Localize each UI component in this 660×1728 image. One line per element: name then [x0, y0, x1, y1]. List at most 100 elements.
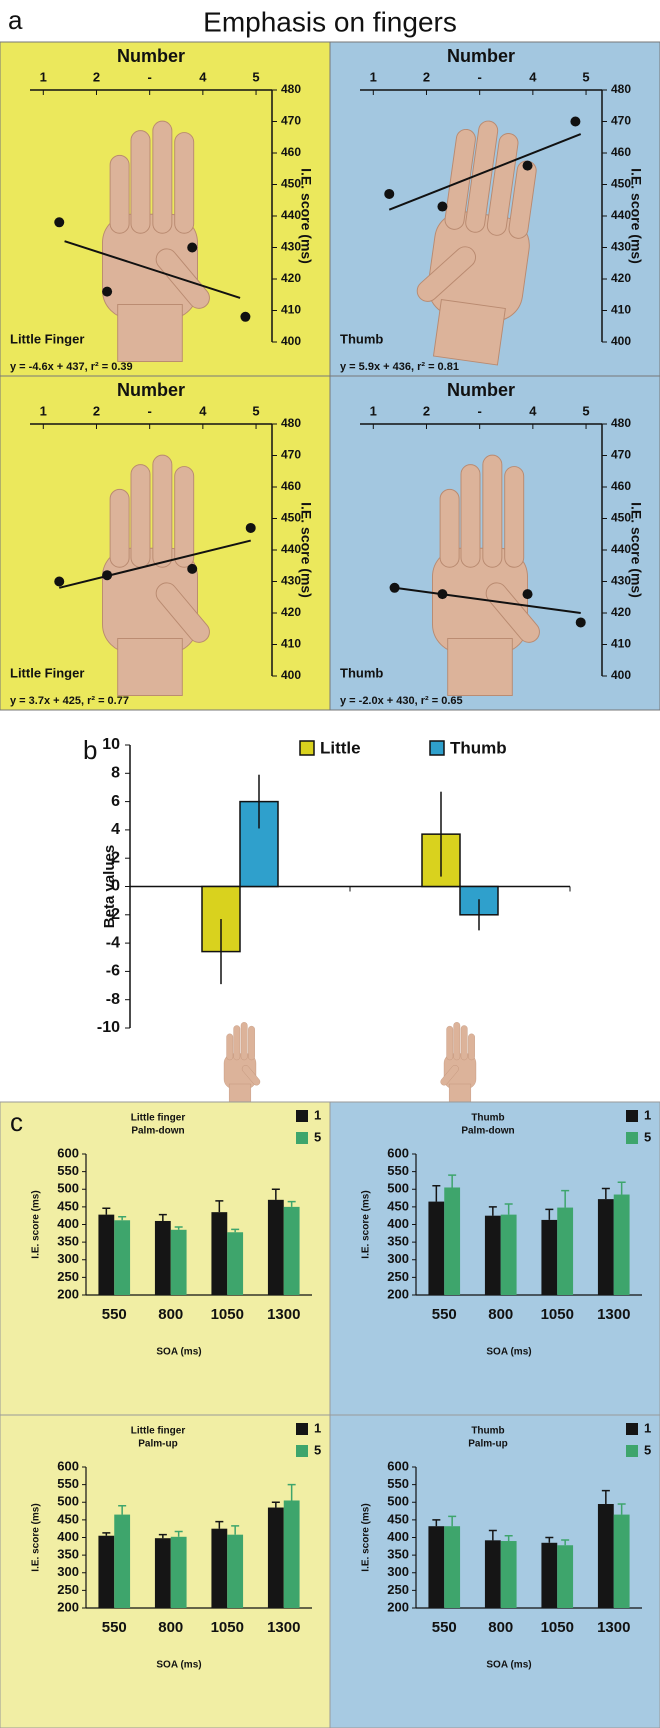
bar	[500, 1541, 517, 1608]
hand-finger	[446, 1025, 454, 1061]
y-tick-label: 410	[611, 303, 631, 317]
y-axis-title: I.E. score (ms)	[298, 168, 314, 264]
figure-title: Emphasis on fingers	[203, 6, 457, 37]
y-tick-label: 400	[611, 334, 631, 348]
legend-label: Little	[320, 738, 361, 757]
y-tick-label: 420	[611, 605, 631, 619]
chart-subtitle: Palm-down	[131, 1126, 184, 1137]
x-tick-label: 800	[158, 1306, 183, 1323]
error-bar	[118, 1505, 127, 1515]
x-tick-label: 550	[102, 1306, 127, 1323]
panel-label: c	[10, 1107, 23, 1137]
x-tick-label: -	[147, 403, 151, 418]
y-tick-label: 410	[281, 637, 301, 651]
hand-wrist	[228, 1083, 252, 1104]
y-tick-label: 420	[281, 271, 301, 285]
bar	[283, 1206, 300, 1295]
y-tick-label: 200	[57, 1286, 79, 1301]
y-tick-label: 350	[387, 1234, 409, 1249]
hand-finger	[174, 132, 195, 234]
y-tick-label: 450	[611, 511, 631, 525]
x-tick-label: 5	[252, 69, 259, 84]
y-tick-label: 550	[387, 1476, 409, 1491]
y-axis-title: I.E. score (ms)	[361, 1503, 372, 1571]
bar	[428, 1526, 445, 1608]
y-tick-label: 300	[387, 1251, 409, 1266]
legend-label: 5	[644, 1129, 651, 1144]
data-point	[384, 188, 395, 199]
hand-image	[432, 454, 540, 696]
y-tick-label: 2	[111, 849, 120, 866]
chart-subtitle: Palm-down	[461, 1126, 514, 1137]
error-bar	[432, 1519, 441, 1527]
error-bar	[231, 1228, 240, 1233]
x-axis-title: Number	[447, 380, 515, 400]
data-point	[570, 116, 581, 127]
bar	[557, 1207, 574, 1295]
hand-image	[416, 120, 537, 366]
y-tick-label: -8	[106, 991, 120, 1008]
panel-label: b	[83, 735, 97, 765]
chart-subtitle: Palm-up	[468, 1439, 507, 1450]
x-tick-label: 1300	[597, 1306, 630, 1323]
x-tick-label: 2	[423, 403, 430, 418]
y-tick-label: 480	[611, 416, 631, 430]
bar	[597, 1199, 614, 1295]
legend-label: 5	[314, 1129, 321, 1144]
data-point	[240, 311, 251, 322]
legend-label: 5	[314, 1442, 321, 1457]
error-bar	[601, 1187, 610, 1200]
y-tick-label: 450	[57, 1511, 79, 1526]
x-tick-label: -	[147, 69, 151, 84]
hand-thumb	[416, 246, 477, 302]
error-bar	[545, 1536, 554, 1543]
y-axis-title: Beta values	[101, 845, 118, 928]
y-tick-label: 400	[387, 1216, 409, 1231]
data-point	[522, 589, 533, 600]
y-tick-label: 440	[281, 208, 301, 222]
y-tick-label: -10	[97, 1019, 120, 1036]
y-tick-label: 350	[387, 1547, 409, 1562]
legend-swatch	[296, 1132, 308, 1144]
data-point	[187, 563, 198, 574]
error-bar	[271, 1188, 280, 1200]
hand-thumb	[485, 582, 540, 643]
error-bar	[102, 1532, 111, 1536]
x-tick-label: 1	[40, 403, 47, 418]
x-axis-title: SOA (ms)	[486, 1660, 531, 1671]
x-axis-title: SOA (ms)	[156, 1347, 201, 1358]
x-tick-label: 1	[40, 69, 47, 84]
bar	[428, 1201, 445, 1295]
x-tick-label: 4	[529, 403, 537, 418]
data-point	[437, 589, 448, 600]
legend-label: 1	[644, 1107, 651, 1122]
bar	[114, 1220, 131, 1295]
y-tick-label: -4	[106, 934, 120, 951]
x-tick-label: 1050	[211, 1306, 244, 1323]
bar	[227, 1534, 244, 1608]
bar	[541, 1219, 558, 1295]
x-axis-title: SOA (ms)	[156, 1660, 201, 1671]
x-tick-label: 1300	[267, 1619, 300, 1636]
bar	[154, 1538, 171, 1608]
y-tick-label: 450	[387, 1511, 409, 1526]
y-tick-label: 400	[281, 668, 301, 682]
y-tick-label: 550	[57, 1476, 79, 1491]
data-point	[54, 217, 65, 228]
error-bar	[158, 1213, 167, 1221]
error-bar	[287, 1483, 296, 1501]
x-tick-label: 1050	[541, 1306, 574, 1323]
hand-finger	[486, 133, 519, 236]
y-tick-label: 460	[611, 145, 631, 159]
y-tick-label: 250	[387, 1582, 409, 1597]
error-bar	[102, 1207, 111, 1215]
y-tick-label: 440	[611, 542, 631, 556]
x-axis-title: Number	[447, 46, 515, 66]
y-tick-label: 0	[111, 878, 120, 895]
y-tick-label: 450	[57, 1198, 79, 1213]
hand-thumb	[155, 582, 210, 643]
y-tick-label: 6	[111, 793, 120, 810]
x-tick-label: 5	[582, 69, 589, 84]
hand-finger	[482, 454, 503, 568]
